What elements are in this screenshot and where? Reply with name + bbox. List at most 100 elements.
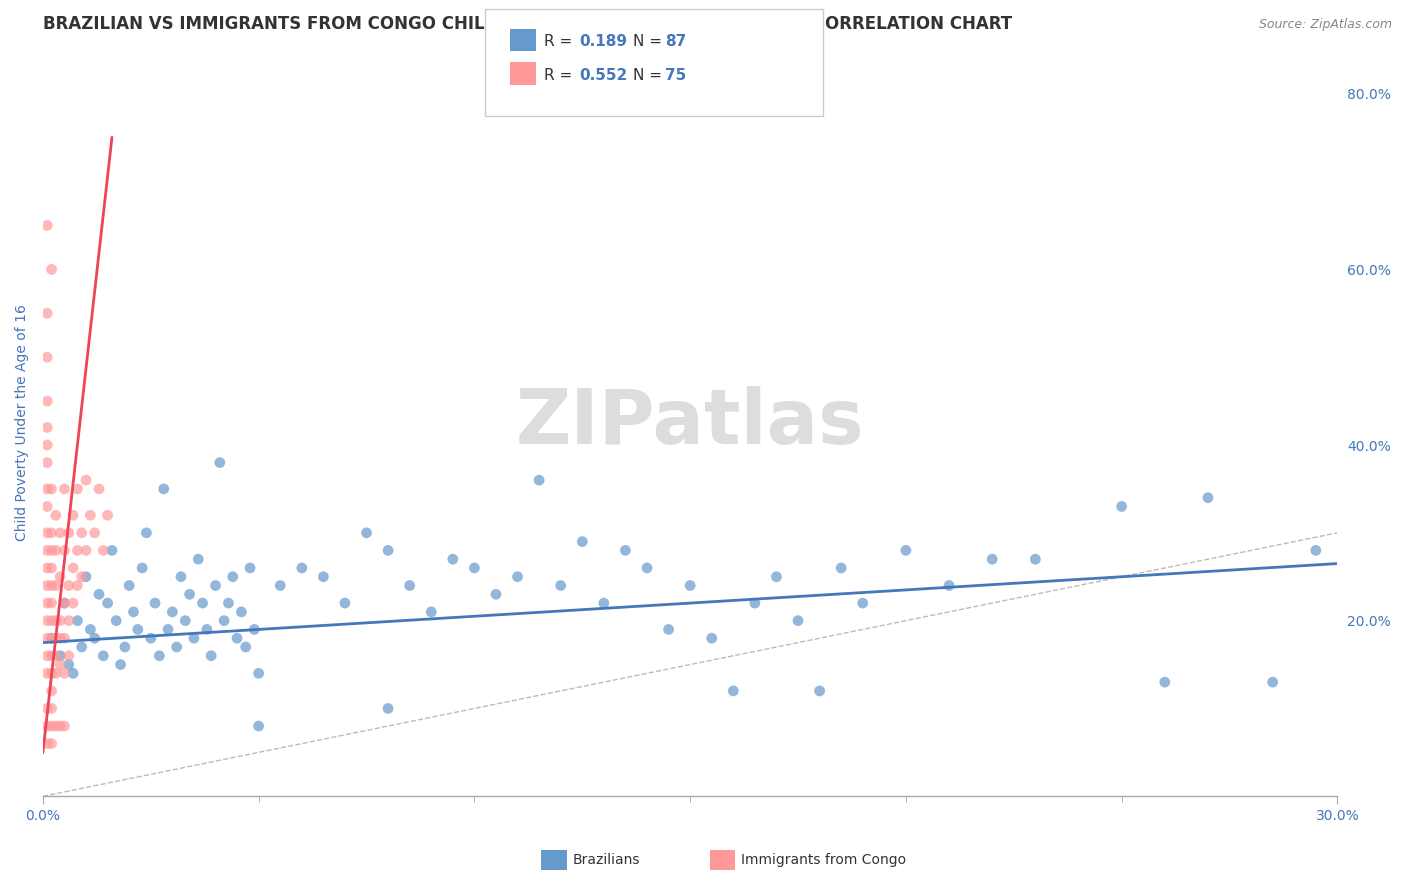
Point	[41, 614, 63, 628]
Point	[162, 605, 184, 619]
Point	[231, 605, 253, 619]
Point	[247, 719, 270, 733]
Point	[66, 578, 89, 592]
Point	[37, 614, 59, 628]
Point	[45, 508, 67, 523]
Point	[377, 543, 399, 558]
Point	[744, 596, 766, 610]
Point	[58, 578, 80, 592]
Point	[200, 648, 222, 663]
Point	[45, 666, 67, 681]
Point	[139, 631, 162, 645]
Point	[62, 666, 84, 681]
Text: Immigrants from Congo: Immigrants from Congo	[741, 853, 905, 867]
Point	[105, 614, 128, 628]
Point	[41, 719, 63, 733]
Point	[41, 737, 63, 751]
Point	[37, 306, 59, 320]
Point	[37, 420, 59, 434]
Text: ZIPatlas: ZIPatlas	[516, 386, 865, 460]
Point	[49, 648, 72, 663]
Point	[636, 561, 658, 575]
Point	[1197, 491, 1219, 505]
Point	[981, 552, 1004, 566]
Point	[1024, 552, 1046, 566]
Point	[243, 623, 266, 637]
Point	[166, 640, 188, 654]
Point	[58, 614, 80, 628]
Point	[217, 596, 239, 610]
Point	[485, 587, 508, 601]
Point	[37, 648, 59, 663]
Point	[37, 500, 59, 514]
Point	[222, 570, 245, 584]
Point	[75, 473, 97, 487]
Point	[37, 482, 59, 496]
Point	[114, 640, 136, 654]
Point	[53, 596, 76, 610]
Point	[41, 482, 63, 496]
Point	[808, 684, 831, 698]
Text: Brazilians: Brazilians	[572, 853, 640, 867]
Point	[37, 456, 59, 470]
Point	[62, 561, 84, 575]
Point	[87, 482, 110, 496]
Text: 87: 87	[665, 35, 686, 49]
Point	[938, 578, 960, 592]
Point	[269, 578, 291, 592]
Point	[679, 578, 702, 592]
Point	[398, 578, 420, 592]
Point	[37, 596, 59, 610]
Point	[58, 648, 80, 663]
Point	[179, 587, 201, 601]
Point	[700, 631, 723, 645]
Point	[37, 543, 59, 558]
Point	[143, 596, 166, 610]
Point	[41, 543, 63, 558]
Point	[53, 543, 76, 558]
Point	[87, 587, 110, 601]
Point	[571, 534, 593, 549]
Point	[66, 614, 89, 628]
Point	[91, 543, 114, 558]
Point	[83, 525, 105, 540]
Point	[49, 525, 72, 540]
Point	[91, 648, 114, 663]
Point	[830, 561, 852, 575]
Point	[53, 596, 76, 610]
Point	[787, 614, 810, 628]
Point	[37, 561, 59, 575]
Point	[70, 570, 93, 584]
Point	[41, 701, 63, 715]
Point	[83, 631, 105, 645]
Point	[1153, 675, 1175, 690]
Point	[58, 525, 80, 540]
Point	[118, 578, 141, 592]
Point	[37, 578, 59, 592]
Point	[170, 570, 193, 584]
Point	[49, 657, 72, 672]
Point	[41, 648, 63, 663]
Point	[135, 525, 157, 540]
Text: R =: R =	[544, 35, 578, 49]
Point	[208, 456, 231, 470]
Point	[41, 684, 63, 698]
Point	[66, 482, 89, 496]
Point	[49, 614, 72, 628]
Point	[49, 631, 72, 645]
Point	[45, 578, 67, 592]
Point	[41, 262, 63, 277]
Point	[79, 623, 101, 637]
Point	[333, 596, 356, 610]
Point	[174, 614, 197, 628]
Point	[58, 657, 80, 672]
Point	[97, 596, 120, 610]
Point	[247, 666, 270, 681]
Point	[70, 525, 93, 540]
Y-axis label: Child Poverty Under the Age of 16: Child Poverty Under the Age of 16	[15, 305, 30, 541]
Text: 0.189: 0.189	[579, 35, 627, 49]
Point	[45, 543, 67, 558]
Point	[765, 570, 787, 584]
Point	[852, 596, 875, 610]
Point	[70, 640, 93, 654]
